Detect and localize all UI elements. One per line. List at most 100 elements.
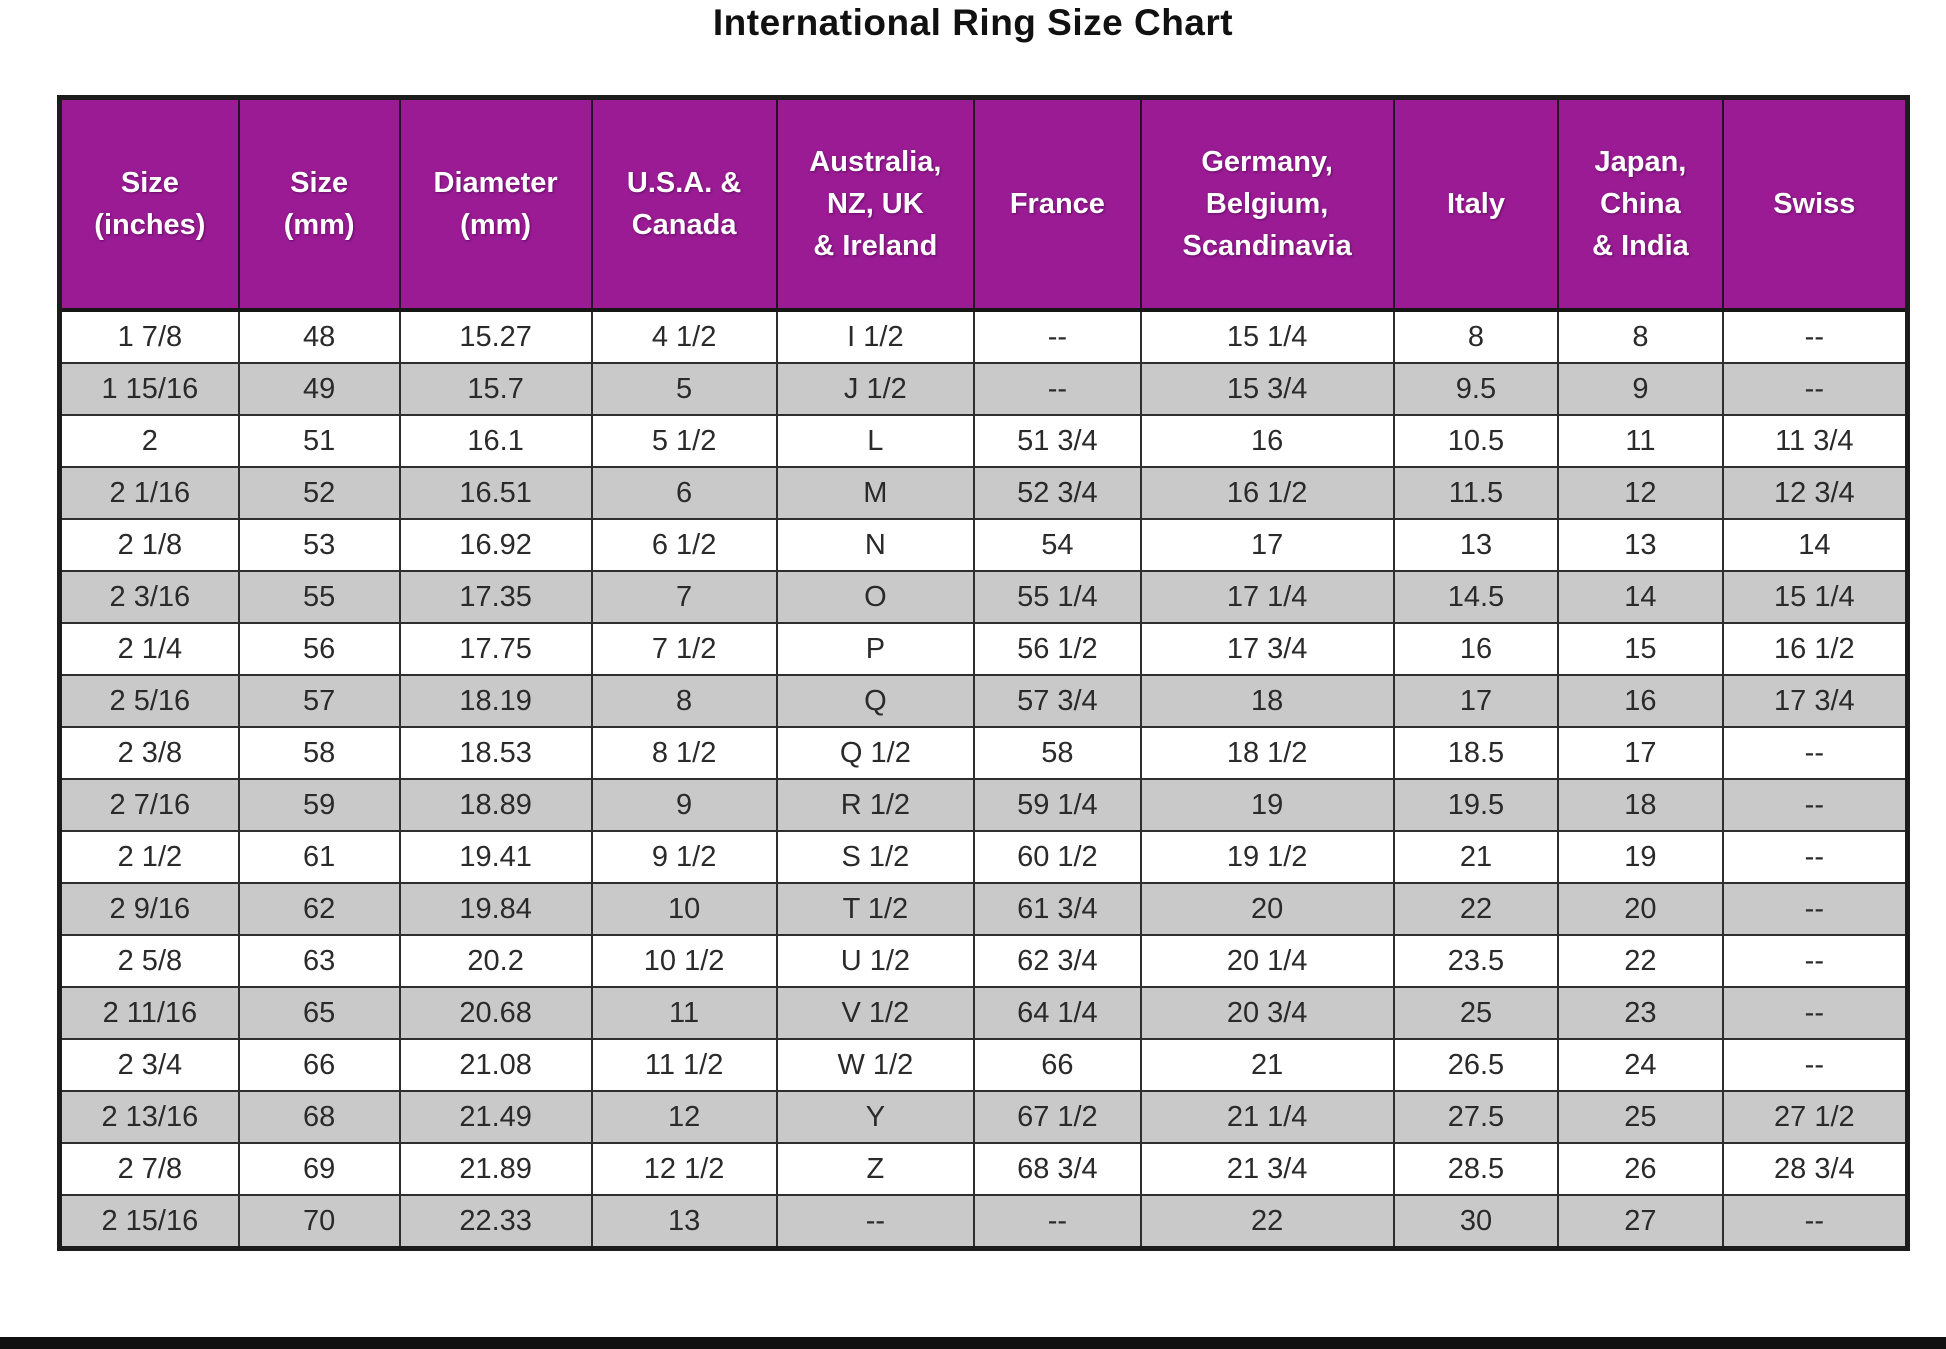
ring-size-cell: 2 1/2 — [58, 830, 240, 884]
table-header: Size (inches) Size (mm) Diameter (mm) U.S.A… — [58, 96, 1909, 312]
ring-size-cell: 16.51 — [398, 466, 593, 520]
ring-size-cell: 17 1/4 — [1139, 570, 1395, 624]
ring-size-cell: 2 15/16 — [58, 1194, 240, 1250]
ring-size-cell: 20 — [1139, 882, 1395, 936]
ring-size-cell: 14 — [1721, 518, 1909, 572]
column-header: France — [973, 96, 1142, 312]
ring-size-cell: 5 1/2 — [590, 414, 778, 468]
ring-size-cell: 6 1/2 — [590, 518, 778, 572]
ring-size-cell: 16 — [1392, 622, 1560, 676]
table-row: 2 1/16 52 16.51 6 M 52 3/4 16 1/2 11.5 12 12 3/4 — [58, 466, 1909, 520]
table-row: 2 15/16 70 22.33 13 -- -- 22 30 27 -- — [58, 1194, 1909, 1250]
ring-size-cell: 51 — [237, 414, 401, 468]
ring-size-cell: -- — [1721, 934, 1909, 988]
ring-size-cell: 64 1/4 — [973, 986, 1142, 1040]
ring-size-cell: 11 — [1557, 414, 1724, 468]
ring-size-cell: 66 — [237, 1038, 401, 1092]
ring-size-cell: 16 1/2 — [1721, 622, 1909, 676]
table-row: 2 7/8 69 21.89 12 1/2 Z 68 3/4 21 3/4 28.5 26 28 … — [58, 1142, 1909, 1196]
ring-size-cell: 2 13/16 — [58, 1090, 240, 1144]
ring-size-cell: 2 3/4 — [58, 1038, 240, 1092]
ring-size-cell: 62 — [237, 882, 401, 936]
ring-size-cell: -- — [1721, 309, 1909, 364]
ring-size-cell: -- — [973, 362, 1142, 416]
column-header: Australia, NZ, UK & Ireland — [775, 96, 976, 312]
ring-size-cell: -- — [1721, 1038, 1909, 1092]
ring-size-cell: 8 — [590, 674, 778, 728]
ring-size-cell: 10 1/2 — [590, 934, 778, 988]
ring-size-cell: 2 — [58, 414, 240, 468]
ring-size-cell: 23.5 — [1392, 934, 1560, 988]
ring-size-cell: 1 7/8 — [58, 309, 240, 364]
ring-size-cell: 21.89 — [398, 1142, 593, 1196]
ring-size-cell: 66 — [973, 1038, 1142, 1092]
ring-size-cell: S 1/2 — [775, 830, 976, 884]
ring-size-cell: 61 — [237, 830, 401, 884]
ring-size-cell: 53 — [237, 518, 401, 572]
ring-size-cell: -- — [1721, 1194, 1909, 1250]
ring-size-cell: 54 — [973, 518, 1142, 572]
ring-size-cell: -- — [1721, 778, 1909, 832]
ring-size-cell: 22.33 — [398, 1194, 593, 1250]
ring-size-cell: 15 3/4 — [1139, 362, 1395, 416]
ring-size-cell: 16 — [1557, 674, 1724, 728]
ring-size-cell: 19 — [1557, 830, 1724, 884]
ring-size-cell: 14 — [1557, 570, 1724, 624]
ring-size-cell: 18 — [1139, 674, 1395, 728]
ring-size-cell: 61 3/4 — [973, 882, 1142, 936]
ring-size-cell: 26 — [1557, 1142, 1724, 1196]
ring-size-cell: 15 1/4 — [1721, 570, 1909, 624]
ring-size-cell: 18 1/2 — [1139, 726, 1395, 780]
ring-size-cell: W 1/2 — [775, 1038, 976, 1092]
ring-size-cell: 11 3/4 — [1721, 414, 1909, 468]
table-row: 2 1/8 53 16.92 6 1/2 N 54 17 13 13 14 — [58, 518, 1909, 572]
ring-size-cell: 9.5 — [1392, 362, 1560, 416]
ring-size-cell: 2 1/4 — [58, 622, 240, 676]
ring-size-cell: -- — [973, 309, 1142, 364]
table-row: 2 1/4 56 17.75 7 1/2 P 56 1/2 17 3/4 16 15 16 1/2 — [58, 622, 1909, 676]
ring-size-cell: 12 1/2 — [590, 1142, 778, 1196]
ring-size-cell: 18.53 — [398, 726, 593, 780]
ring-size-cell: 2 7/8 — [58, 1142, 240, 1196]
ring-size-cell: 65 — [237, 986, 401, 1040]
ring-size-cell: 17 — [1392, 674, 1560, 728]
column-header: Germany, Belgium, Scandinavia — [1139, 96, 1395, 312]
column-header: Swiss — [1721, 96, 1909, 312]
ring-size-cell: 11 — [590, 986, 778, 1040]
ring-size-cell: 18.89 — [398, 778, 593, 832]
ring-size-cell: Z — [775, 1142, 976, 1196]
column-header: Size (inches) — [58, 96, 240, 312]
ring-size-cell: 17 3/4 — [1721, 674, 1909, 728]
ring-size-cell: 13 — [590, 1194, 778, 1250]
ring-size-cell: I 1/2 — [775, 309, 976, 364]
table-row: 2 13/16 68 21.49 12 Y 67 1/2 21 1/4 27.5 25 27 1/… — [58, 1090, 1909, 1144]
ring-size-cell: -- — [1721, 986, 1909, 1040]
ring-size-cell: 15.7 — [398, 362, 593, 416]
ring-size-cell: 17.35 — [398, 570, 593, 624]
ring-size-cell: 17 — [1557, 726, 1724, 780]
ring-size-cell: 19.41 — [398, 830, 593, 884]
ring-size-cell: N — [775, 518, 976, 572]
ring-size-cell: 15.27 — [398, 309, 593, 364]
column-header: Size (mm) — [237, 96, 401, 312]
ring-size-cell: 15 1/4 — [1139, 309, 1395, 364]
ring-size-cell: J 1/2 — [775, 362, 976, 416]
ring-size-cell: -- — [1721, 362, 1909, 416]
ring-size-cell: 7 1/2 — [590, 622, 778, 676]
ring-size-cell: 21 3/4 — [1139, 1142, 1395, 1196]
ring-size-cell: -- — [973, 1194, 1142, 1250]
ring-size-cell: 59 1/4 — [973, 778, 1142, 832]
ring-size-cell: -- — [1721, 882, 1909, 936]
ring-size-cell: 2 5/8 — [58, 934, 240, 988]
ring-size-cell: 16.1 — [398, 414, 593, 468]
ring-size-cell: 62 3/4 — [973, 934, 1142, 988]
ring-size-table: Size (inches) Size (mm) Diameter (mm) U.S.A… — [57, 95, 1910, 1251]
table-row: 2 3/16 55 17.35 7 O 55 1/4 17 1/4 14.5 14 15 1/4 — [58, 570, 1909, 624]
ring-size-cell: 16 1/2 — [1139, 466, 1395, 520]
ring-size-cell: 6 — [590, 466, 778, 520]
ring-size-cell: 68 — [237, 1090, 401, 1144]
table-row: 1 15/16 49 15.7 5 J 1/2 -- 15 3/4 9.5 9 -- — [58, 362, 1909, 416]
ring-size-cell: 21.08 — [398, 1038, 593, 1092]
column-header: Japan, China & India — [1557, 96, 1724, 312]
